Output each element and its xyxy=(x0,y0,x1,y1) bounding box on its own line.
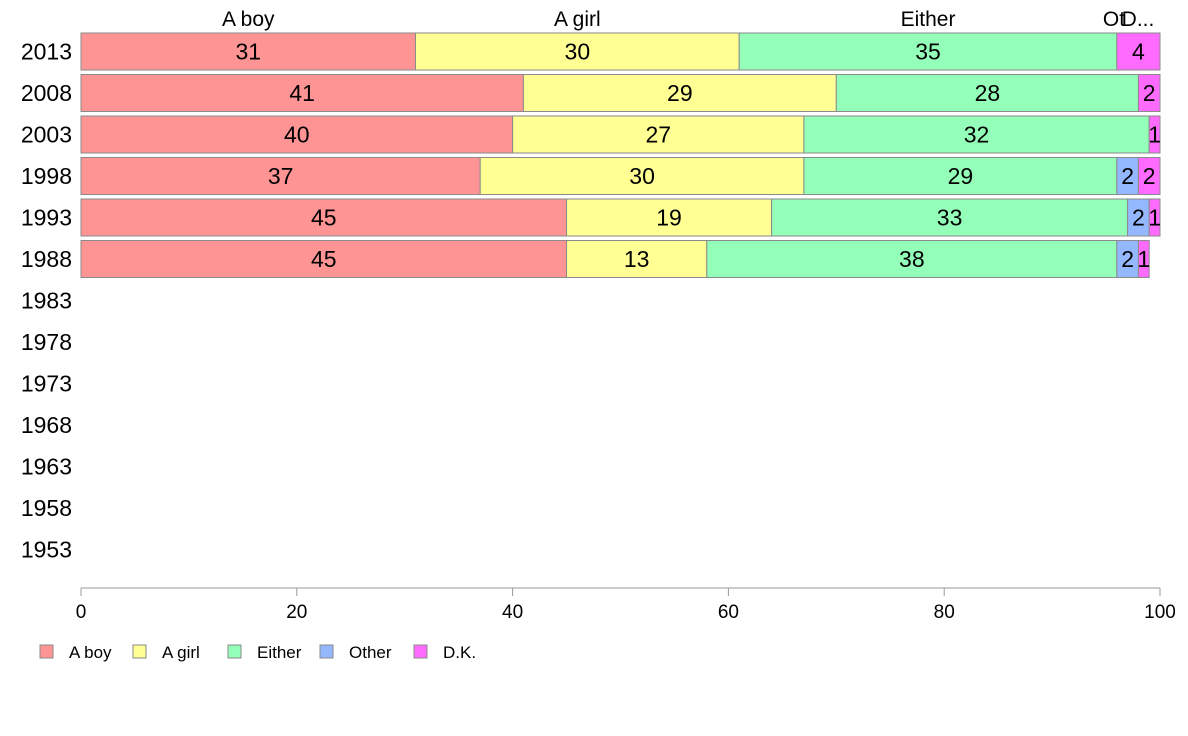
top-label-3: Either xyxy=(901,8,956,31)
top-label-1: A boy xyxy=(222,8,275,31)
x-tick-label-40: 40 xyxy=(502,602,523,623)
data-label-1993-d-k-: 1 xyxy=(1148,205,1161,231)
data-label-1993-a-girl: 19 xyxy=(656,205,682,231)
legend-swatch-either xyxy=(227,644,242,659)
bar-segment-1988-d-k- xyxy=(1137,240,1150,278)
y-tick-label-1968: 1968 xyxy=(21,412,72,438)
data-label-2013-a-boy: 31 xyxy=(235,39,261,65)
y-tick-label-1983: 1983 xyxy=(21,288,72,314)
bar-segment-1988-either xyxy=(706,240,1118,278)
data-label-1998-other: 2 xyxy=(1121,163,1134,189)
data-label-2013-either: 35 xyxy=(915,39,941,65)
legend-swatch-a-girl xyxy=(132,644,147,659)
bar-segment-2003-a-boy xyxy=(80,115,514,154)
bar-segment-1993-either xyxy=(771,198,1129,237)
x-tick-label-80: 80 xyxy=(934,602,955,623)
data-label-2008-a-boy: 41 xyxy=(289,80,315,106)
bar-segment-2008-a-girl xyxy=(522,74,837,112)
data-label-1998-a-boy: 37 xyxy=(268,163,294,189)
legend-label-other: Other xyxy=(349,643,392,662)
bar-segment-2003-a-girl xyxy=(512,115,805,154)
data-label-2008-either: 28 xyxy=(975,80,1001,106)
bar-segment-1993-a-girl xyxy=(566,198,773,237)
y-tick-label-1953: 1953 xyxy=(21,537,72,563)
legend-label-either: Either xyxy=(257,643,302,662)
data-label-2003-a-girl: 27 xyxy=(645,122,671,148)
top-label-2: A girl xyxy=(554,8,601,31)
y-tick-label-1978: 1978 xyxy=(21,329,72,355)
legend-swatch-other xyxy=(319,644,334,659)
data-label-1998-a-girl: 30 xyxy=(629,163,655,189)
top-series-labels: A boy A girl Either OtD... xyxy=(222,8,1154,31)
bar-segment-1993-a-boy xyxy=(80,198,568,237)
bar-segment-1998-either xyxy=(803,157,1118,195)
bar-segment-2008-a-boy xyxy=(80,74,524,112)
data-label-2008-a-girl: 29 xyxy=(667,80,693,106)
legend-label-a-girl: A girl xyxy=(162,643,200,662)
bar-segment-2013-d-k- xyxy=(1116,32,1161,71)
top-label-5: D... xyxy=(1122,8,1155,31)
y-tick-label-1963: 1963 xyxy=(21,454,72,480)
bar-segment-2003-d-k- xyxy=(1148,115,1161,154)
x-tick-label-100: 100 xyxy=(1144,602,1176,623)
data-label-1988-a-girl: 13 xyxy=(624,246,650,272)
x-tick-label-0: 0 xyxy=(76,602,87,623)
data-label-2003-a-boy: 40 xyxy=(284,122,310,148)
y-tick-label-2013: 2013 xyxy=(21,39,72,65)
y-tick-label-1973: 1973 xyxy=(21,371,72,397)
y-tick-label-2008: 2008 xyxy=(21,80,72,106)
x-tick-label-60: 60 xyxy=(718,602,739,623)
legend: A boy A girl Either Other D.K. xyxy=(39,643,476,662)
y-axis-tick-labels: 2013 2008 2003 1998 1993 1988 1983 1978 1973 1968… xyxy=(21,39,72,563)
legend-swatch-a-boy xyxy=(39,644,54,659)
data-label-1998-d-k-: 2 xyxy=(1143,163,1156,189)
data-label-1988-other: 2 xyxy=(1121,246,1134,272)
y-tick-label-2003: 2003 xyxy=(21,122,72,148)
data-label-1993-other: 2 xyxy=(1132,205,1145,231)
data-label-2008-d-k-: 2 xyxy=(1143,80,1156,106)
x-axis: 0 20 40 60 80 100 xyxy=(76,587,1176,623)
legend-label-a-boy: A boy xyxy=(69,643,112,662)
data-label-2013-d-k-: 4 xyxy=(1132,39,1145,65)
bar-segment-1998-d-k- xyxy=(1137,157,1161,195)
bar-segment-1988-a-boy xyxy=(80,240,568,278)
bar-segment-1988-a-girl xyxy=(566,240,708,278)
y-tick-label-1993: 1993 xyxy=(21,205,72,231)
bar-segment-2013-a-girl xyxy=(414,32,740,71)
data-label-1988-a-boy: 45 xyxy=(311,246,337,272)
bar-segment-2003-either xyxy=(803,115,1150,154)
legend-label-d-k-: D.K. xyxy=(443,643,476,662)
bar-segment-1998-a-girl xyxy=(479,157,805,195)
data-label-1993-a-boy: 45 xyxy=(311,205,337,231)
legend-swatch-d-k- xyxy=(413,644,428,659)
y-tick-label-1998: 1998 xyxy=(21,163,72,189)
bar-segment-1998-a-boy xyxy=(80,157,481,195)
bar-segment-1993-d-k- xyxy=(1148,198,1161,237)
top-label-4: Ot xyxy=(1103,8,1125,31)
y-tick-label-1988: 1988 xyxy=(21,246,72,272)
data-label-2003-either: 32 xyxy=(964,122,990,148)
data-label-2003-d-k-: 1 xyxy=(1148,122,1161,148)
data-label-2013-a-girl: 30 xyxy=(565,39,591,65)
y-tick-label-1958: 1958 xyxy=(21,495,72,521)
bar-segment-2008-d-k- xyxy=(1137,74,1161,112)
data-label-1988-d-k-: 1 xyxy=(1137,246,1150,272)
data-label-1993-either: 33 xyxy=(937,205,963,231)
x-tick-label-20: 20 xyxy=(286,602,307,623)
data-label-1988-either: 38 xyxy=(899,246,925,272)
bars-group: 31 30 35 441 29 28 240 27 32 137 30 29 2 245 19 33 2 145 1… xyxy=(80,32,1161,278)
data-label-1998-either: 29 xyxy=(948,163,974,189)
bar-segment-2008-either xyxy=(835,74,1139,112)
